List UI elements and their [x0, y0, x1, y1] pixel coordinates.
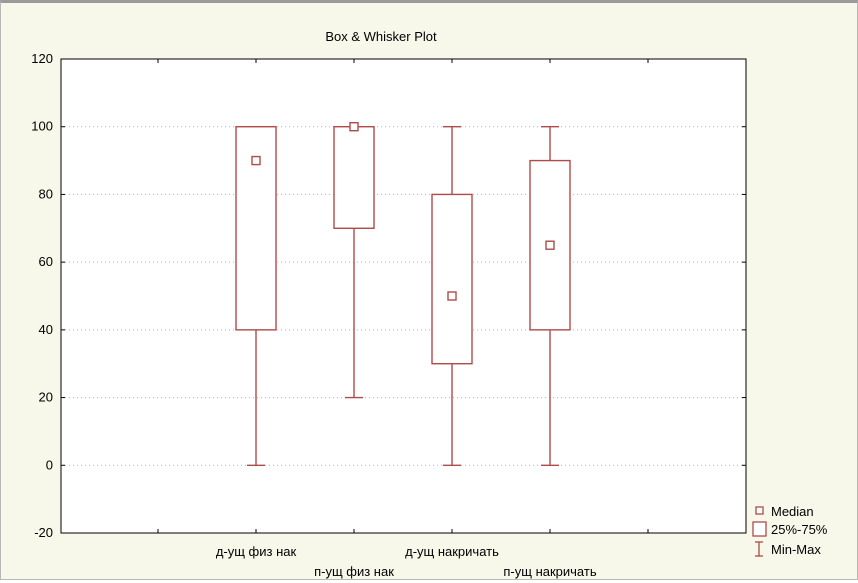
legend-box-icon [752, 521, 767, 537]
axes: 120 100 80 60 40 20 0 -20 д-ущ физ нак п-ущ физ н… [31, 51, 746, 579]
legend: Median 25%-75% Min-Max [752, 504, 828, 557]
median-marker [447, 291, 457, 301]
box-group [333, 122, 375, 399]
iqr-box [431, 193, 473, 365]
y-tick-label: 80 [39, 186, 53, 201]
y-tick-label: 0 [46, 457, 53, 472]
x-category-label: п-ущ накричать [503, 564, 596, 579]
legend-median-icon [755, 506, 764, 515]
plot-area [60, 58, 747, 534]
box-whisker-chart: Box & Whisker Plot 120 100 80 60 40 20 0 -20 д-у… [31, 29, 828, 579]
median-marker [251, 155, 261, 166]
y-tick-label: -20 [34, 525, 53, 540]
median-marker [349, 122, 359, 132]
y-tick-label: 60 [39, 254, 53, 269]
box-group [431, 126, 473, 466]
chart-title: Box & Whisker Plot [325, 29, 437, 44]
legend-label: Min-Max [771, 542, 821, 557]
x-category-label: д-ущ накричать [405, 544, 499, 559]
y-tick-label: 120 [31, 51, 53, 66]
legend-label: 25%-75% [771, 522, 828, 537]
x-category-label: д-ущ физ нак [216, 544, 297, 559]
median-marker [545, 240, 555, 250]
box-group [235, 126, 277, 466]
boxes [235, 122, 571, 466]
iqr-box [333, 126, 375, 229]
box-group [529, 126, 571, 466]
y-tick-label: 40 [39, 322, 53, 337]
legend-label: Median [771, 504, 814, 519]
y-tick-label: 100 [31, 119, 53, 134]
x-category-label: п-ущ физ нак [314, 564, 394, 579]
y-tick-label: 20 [39, 390, 53, 405]
